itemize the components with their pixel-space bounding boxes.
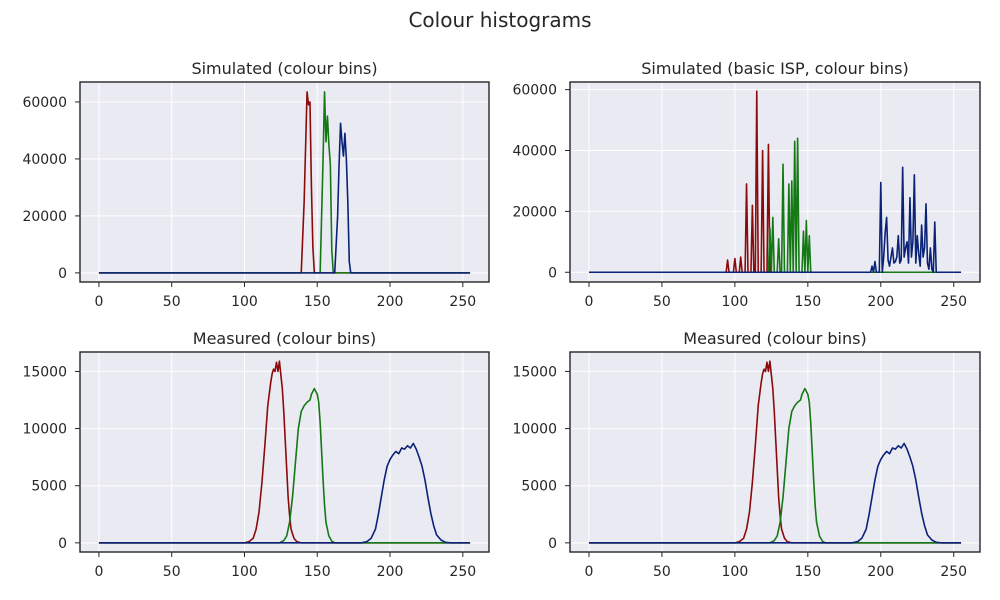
plot-area [80, 352, 489, 552]
series-line-blue [98, 122, 471, 274]
panel-title: Measured (colour bins) [683, 329, 866, 348]
y-tick-label: 10000 [22, 422, 67, 438]
x-tick-label: 250 [940, 564, 967, 580]
x-tick-label: 200 [867, 564, 894, 580]
x-tick-label: 0 [585, 564, 594, 580]
y-tick-label: 20000 [512, 204, 557, 220]
y-tick-label: 5000 [521, 479, 557, 495]
panel-title: Simulated (basic ISP, colour bins) [641, 59, 908, 78]
x-tick-label: 250 [940, 294, 967, 310]
series-line-green [588, 387, 962, 544]
y-tick-label: 40000 [512, 143, 557, 159]
panel-title: Measured (colour bins) [193, 329, 376, 348]
figure-title: Colour histograms [408, 8, 591, 32]
plot-area [80, 82, 489, 282]
x-tick-label: 250 [449, 294, 476, 310]
x-tick-label: 50 [163, 294, 181, 310]
y-tick-label: 0 [548, 536, 557, 552]
plot-area [570, 352, 980, 552]
x-tick-label: 150 [304, 294, 331, 310]
series-line-blue [588, 166, 962, 274]
y-tick-label: 60000 [512, 83, 557, 99]
series-line-blue [588, 442, 962, 544]
panel-2: 0 50 100 150 200 250 0 20000 40000 60000 Simulated… [512, 59, 981, 310]
y-tick-label: 5000 [31, 479, 67, 495]
series-line-red [98, 91, 471, 274]
x-tick-label: 200 [377, 294, 404, 310]
plot-frame [569, 81, 981, 283]
x-tick-label: 50 [653, 564, 671, 580]
x-tick-label: 100 [722, 564, 749, 580]
plot-frame [79, 351, 490, 553]
y-tick-label: 20000 [22, 209, 67, 225]
x-tick-label: 150 [794, 294, 821, 310]
panel-1: 0 50 100 150 200 250 0 20000 40000 60000 Simulated… [22, 59, 490, 310]
x-tick-label: 100 [722, 294, 749, 310]
series-line-green [98, 387, 471, 544]
series-line-green [98, 91, 471, 274]
x-tick-label: 100 [231, 294, 258, 310]
plot-frame [79, 81, 490, 283]
x-tick-label: 0 [94, 294, 103, 310]
y-tick-label: 40000 [22, 152, 67, 168]
y-tick-label: 60000 [22, 95, 67, 111]
series-line-blue [98, 442, 471, 544]
x-tick-label: 0 [585, 294, 594, 310]
panel-title: Simulated (colour bins) [191, 59, 377, 78]
y-tick-label: 10000 [512, 422, 557, 438]
y-tick-label: 15000 [22, 364, 67, 380]
y-tick-label: 15000 [512, 364, 557, 380]
y-tick-label: 0 [548, 265, 557, 281]
plot-frame [569, 351, 981, 553]
x-tick-label: 50 [653, 294, 671, 310]
x-tick-label: 50 [163, 564, 181, 580]
y-tick-label: 0 [58, 266, 67, 282]
y-tick-label: 0 [58, 536, 67, 552]
x-tick-label: 0 [94, 564, 103, 580]
x-tick-label: 150 [794, 564, 821, 580]
x-tick-label: 150 [304, 564, 331, 580]
x-tick-label: 200 [377, 564, 404, 580]
panel-3: 0 50 100 150 200 250 0 5000 10000 15000 Measured (… [22, 329, 490, 580]
x-tick-label: 250 [449, 564, 476, 580]
panel-4: 0 50 100 150 200 250 0 5000 10000 15000 Measured (… [512, 329, 981, 580]
x-tick-label: 200 [867, 294, 894, 310]
x-tick-label: 100 [231, 564, 258, 580]
